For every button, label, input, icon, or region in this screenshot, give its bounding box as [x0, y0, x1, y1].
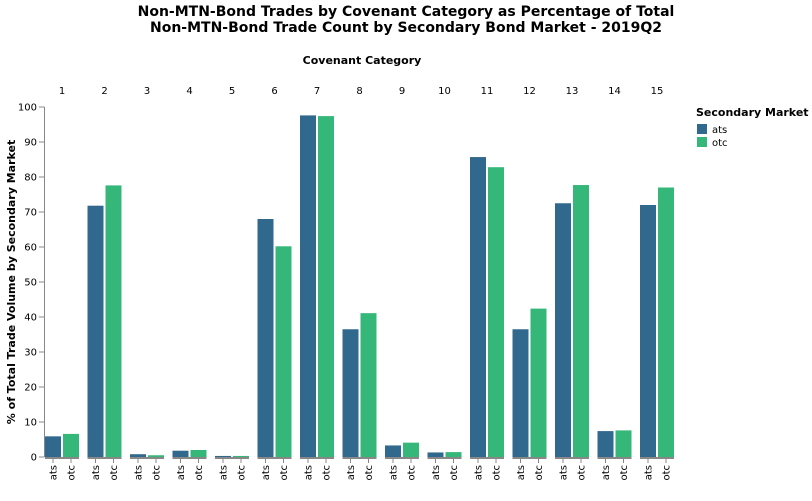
bar-otc-2 — [105, 185, 122, 457]
x-tick-label: ats — [601, 465, 612, 480]
bar-ats-14 — [597, 431, 614, 457]
y-tick-label: 80 — [24, 173, 37, 184]
y-axis-label: % of Total Trade Volume by Secondary Mar… — [5, 140, 18, 424]
column-header-label: 13 — [566, 86, 579, 97]
bar-otc-5 — [233, 455, 249, 457]
bar-otc-15 — [658, 187, 674, 457]
bar-otc-8 — [360, 313, 377, 457]
x-tick-label: ats — [134, 465, 145, 480]
x-tick-label: otc — [619, 465, 630, 481]
bar-ats-4 — [172, 450, 189, 457]
x-tick-label: otc — [279, 465, 290, 481]
bar-ats-2 — [87, 205, 104, 457]
bar-otc-7 — [318, 116, 334, 457]
column-header-label: 6 — [271, 86, 277, 97]
legend-swatch-otc — [697, 137, 707, 147]
x-tick-label: otc — [322, 465, 333, 481]
x-tick-label: ats — [516, 465, 527, 480]
x-tick-label: otc — [577, 465, 588, 481]
x-tick-label: otc — [194, 465, 205, 481]
column-header-label: 9 — [399, 86, 405, 97]
bar-otc-10 — [445, 452, 462, 457]
column-header-label: 4 — [186, 86, 192, 97]
chart-title-line-2: Non-MTN-Bond Trade Count by Secondary Bo… — [150, 20, 662, 36]
y-tick-label: 20 — [24, 383, 37, 394]
x-tick-label: ats — [261, 465, 272, 480]
x-tick-label: ats — [219, 465, 230, 480]
bar-otc-9 — [403, 442, 419, 457]
y-tick-label: 0 — [31, 453, 37, 464]
y-tick-label: 50 — [24, 278, 37, 289]
legend-label-ats: ats — [712, 125, 727, 136]
x-tick-label: otc — [534, 465, 545, 481]
column-header-label: 15 — [651, 86, 664, 97]
chart-title-line-1: Non-MTN-Bond Trades by Covenant Category… — [138, 4, 675, 20]
bar-otc-11 — [488, 167, 504, 457]
column-header-label: 12 — [523, 86, 536, 97]
bar-ats-10 — [427, 452, 444, 457]
y-tick-label: 60 — [24, 243, 37, 254]
bar-ats-13 — [555, 203, 571, 457]
y-tick-label: 90 — [24, 138, 37, 149]
bar-otc-6 — [275, 246, 292, 457]
x-tick-label: ats — [559, 465, 570, 480]
x-tick-label: otc — [237, 465, 248, 481]
y-tick-label: 40 — [24, 313, 37, 324]
x-tick-label: otc — [364, 465, 375, 481]
column-header-label: 10 — [438, 86, 451, 97]
x-tick-label: ats — [389, 465, 400, 480]
y-tick-label: 30 — [24, 348, 37, 359]
x-tick-label: ats — [474, 465, 485, 480]
column-header-label: 2 — [101, 86, 107, 97]
bar-otc-13 — [573, 185, 589, 458]
x-tick-label: otc — [67, 465, 78, 481]
y-tick-label: 100 — [18, 103, 37, 114]
bar-otc-3 — [148, 455, 164, 457]
column-header-label: 11 — [481, 86, 494, 97]
x-tick-label: ats — [644, 465, 655, 480]
x-tick-label: ats — [346, 465, 357, 480]
x-tick-label: otc — [407, 465, 418, 481]
bar-otc-14 — [615, 430, 632, 457]
column-header-label: 8 — [356, 86, 362, 97]
bar-otc-1 — [63, 433, 79, 457]
x-tick-label: ats — [49, 465, 60, 480]
bar-ats-5 — [215, 455, 231, 457]
bar-ats-9 — [385, 445, 401, 457]
legend-swatch-ats — [697, 124, 707, 134]
column-header-label: 1 — [59, 86, 65, 97]
x-tick-label: ats — [431, 465, 442, 480]
x-tick-label: ats — [91, 465, 102, 480]
x-tick-label: otc — [449, 465, 460, 481]
y-tick-label: 10 — [24, 418, 37, 429]
legend: Secondary Market ats otc — [696, 106, 809, 149]
bar-ats-7 — [300, 115, 316, 458]
legend-label-otc: otc — [712, 138, 728, 149]
y-tick-label: 70 — [24, 208, 37, 219]
x-tick-label: ats — [176, 465, 187, 480]
x-tick-label: otc — [152, 465, 163, 481]
bar-ats-12 — [512, 329, 529, 457]
column-header-label: 5 — [229, 86, 235, 97]
x-tick-label: ats — [304, 465, 315, 480]
x-tick-label: otc — [492, 465, 503, 481]
column-header-title: Covenant Category — [303, 54, 422, 67]
bar-ats-6 — [257, 219, 274, 457]
bar-ats-3 — [130, 454, 146, 457]
column-header-label: 14 — [608, 86, 621, 97]
bar-ats-1 — [45, 436, 61, 457]
x-tick-label: otc — [662, 465, 673, 481]
bar-otc-4 — [190, 450, 207, 457]
bar-ats-8 — [342, 329, 359, 457]
bar-ats-15 — [640, 205, 656, 457]
legend-title: Secondary Market — [696, 106, 809, 119]
column-header-label: 7 — [314, 86, 320, 97]
bar-ats-11 — [470, 157, 486, 458]
column-header-label: 3 — [144, 86, 150, 97]
x-tick-label: otc — [109, 465, 120, 481]
bar-otc-12 — [530, 308, 547, 457]
